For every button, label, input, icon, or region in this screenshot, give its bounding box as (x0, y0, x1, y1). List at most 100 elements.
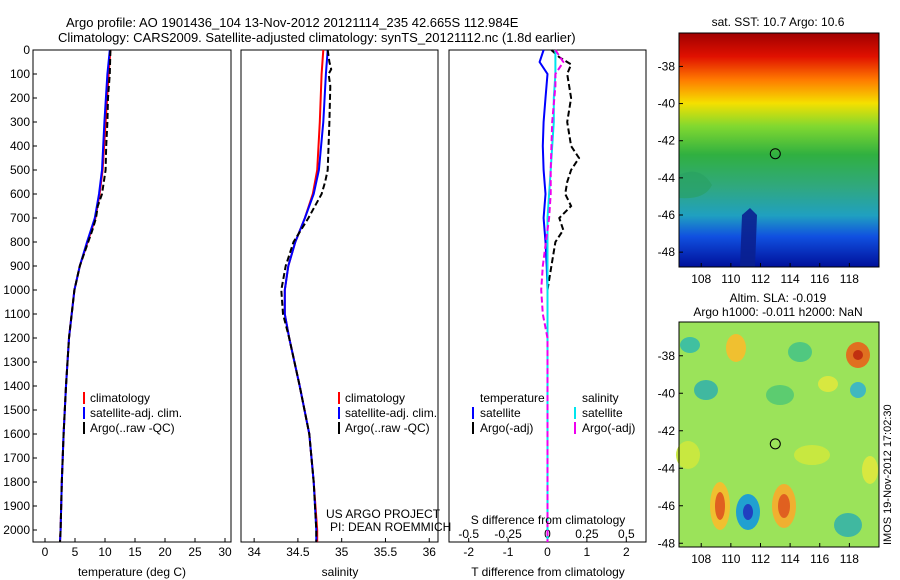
x-tick-label: 35 (335, 545, 349, 559)
sla-blob (853, 350, 863, 360)
x-tick-label: 34.5 (286, 545, 310, 559)
x-tick-label: 20 (158, 545, 172, 559)
sla-blob (862, 456, 878, 484)
salinity-legend: climatology satellite-adj. clim. Argo(..… (338, 391, 437, 435)
difference-legend: temperature salinity satellite Argo(-adj… (472, 391, 635, 435)
map-x-tick-label: 108 (691, 272, 711, 286)
y-tick-label: 1800 (3, 475, 30, 489)
sla-blob (794, 445, 830, 465)
x-tick-label: 0 (544, 545, 551, 559)
series-line-argo-adj- (546, 49, 581, 542)
map-x-tick-label: 114 (781, 272, 800, 286)
y-tick-label: 100 (10, 67, 30, 81)
map-y-tick-label: -44 (658, 461, 676, 475)
x-tick-label: 2 (623, 545, 630, 559)
legend-label-s-satellite: satellite (582, 406, 623, 420)
map-y-tick-label: -48 (658, 536, 676, 550)
y-tick-label: 800 (10, 235, 30, 249)
series-line-satellite (546, 50, 557, 542)
map-x-tick-label: 116 (810, 272, 829, 286)
y-tick-label: 200 (10, 91, 30, 105)
sst-map-panel: sat. SST: 10.7 Argo: 10.6 108 110 112 114 11… (658, 15, 880, 286)
y-tick-label: 700 (10, 211, 30, 225)
sla-blob (715, 492, 725, 520)
legend-label-argo: Argo(..raw -QC) (90, 421, 175, 435)
sla-blob (743, 504, 753, 520)
x2-tick-label: -0.25 (494, 527, 522, 541)
x-tick-label: 36 (423, 545, 437, 559)
difference-panel: -2 -1 0 1 2 -0.5 -0.25 0 0.25 0.5 T difference f… (448, 49, 647, 579)
y-tick-label: 1100 (4, 307, 30, 321)
x-tick-label: 30 (218, 545, 232, 559)
map-y-tick-label: -38 (658, 349, 676, 363)
y-tick-label: 300 (10, 115, 30, 129)
sla-map-frame (678, 321, 880, 548)
series-line-argo-adj- (540, 49, 565, 542)
salinity-panel: 34 34.5 35 35.5 36 salinity climatology sate… (240, 49, 451, 579)
legend-label-satellite: satellite-adj. clim. (90, 406, 182, 420)
map-x-tick-label: 118 (840, 272, 859, 286)
y-tick-label: 2000 (3, 523, 30, 537)
sst-map-frame (678, 32, 880, 268)
series-line-climatology (283, 49, 325, 542)
sla-map-subtitle: Argo h1000: -0.011 h2000: NaN (693, 305, 862, 319)
map-y-tick-label: -40 (658, 97, 676, 111)
x-tick-label: 0 (42, 545, 49, 559)
legend-label-t-satellite: satellite (480, 406, 521, 420)
y-tick-label: 1700 (3, 451, 30, 465)
legend-label-s-argo: Argo(-adj) (582, 421, 635, 435)
sla-blob (788, 342, 812, 362)
x2-tick-label: 0.5 (618, 527, 635, 541)
map-y-tick-label: -44 (658, 171, 676, 185)
y-tick-label: 1300 (3, 355, 30, 369)
x-tick-label: 1 (584, 545, 591, 559)
temperature-panel: 0100200300400500600700800900100011001200… (3, 43, 232, 579)
y-tick-label: 1400 (3, 379, 30, 393)
map-y-tick-label: -42 (658, 424, 676, 438)
x-tick-label: 25 (188, 545, 202, 559)
profile-location-marker (769, 148, 781, 160)
pi-credit: PI: DEAN ROEMMICH (330, 520, 451, 534)
salinity-xlabel: salinity (322, 565, 359, 579)
map-x-tick-label: 112 (751, 552, 770, 566)
series-line-satellite-adj-clim- (283, 49, 329, 542)
map-x-tick-label: 112 (751, 272, 770, 286)
sla-blob (694, 380, 718, 400)
figure-title-line2: Climatology: CARS2009. Satellite-adjuste… (58, 30, 576, 45)
x-tick-label: 5 (72, 545, 79, 559)
temperature-legend: climatology satellite-adj. clim. Argo(..… (83, 391, 182, 435)
y-tick-label: 1000 (3, 283, 30, 297)
sla-map-title: Altim. SLA: -0.019 (730, 291, 827, 305)
x-tick-label: 10 (98, 545, 112, 559)
y-tick-label: 600 (10, 187, 30, 201)
x-tick-label: -1 (503, 545, 514, 559)
sla-map-panel: Altim. SLA: -0.019 Argo h1000: -0.011 h2… (658, 291, 880, 566)
x-tick-label: 35.5 (374, 545, 398, 559)
y-tick-label: 0 (23, 43, 30, 57)
map-y-tick-label: -46 (658, 208, 676, 222)
project-credit: US ARGO PROJECT (326, 507, 441, 521)
map-x-tick-label: 110 (721, 552, 740, 566)
series-line-argo-raw-qc- (59, 49, 112, 543)
y-tick-label: 900 (10, 259, 30, 273)
sla-blob (778, 494, 790, 518)
map-x-tick-label: 118 (840, 552, 859, 566)
map-x-tick-label: 114 (781, 552, 800, 566)
y-tick-label: 1200 (3, 331, 30, 345)
sla-blob (726, 334, 746, 362)
legend-label-satellite: satellite-adj. clim. (345, 406, 437, 420)
sst-warm-eddy (679, 171, 712, 199)
sla-anomalies (676, 334, 878, 537)
map-x-tick-label: 116 (810, 552, 829, 566)
x-tick-label: 34 (247, 545, 261, 559)
x2-tick-label: -0.5 (458, 527, 479, 541)
legend-title-temperature: temperature (480, 391, 545, 405)
legend-label-t-argo: Argo(-adj) (480, 421, 533, 435)
sla-blob (766, 385, 794, 405)
legend-label-argo: Argo(..raw -QC) (345, 421, 430, 435)
sst-cold-intrusion (740, 208, 757, 267)
profile-location-marker (769, 438, 781, 450)
sla-blob (818, 376, 838, 392)
figure-title-line1: Argo profile: AO 1901436_104 13-Nov-2012… (66, 15, 519, 30)
